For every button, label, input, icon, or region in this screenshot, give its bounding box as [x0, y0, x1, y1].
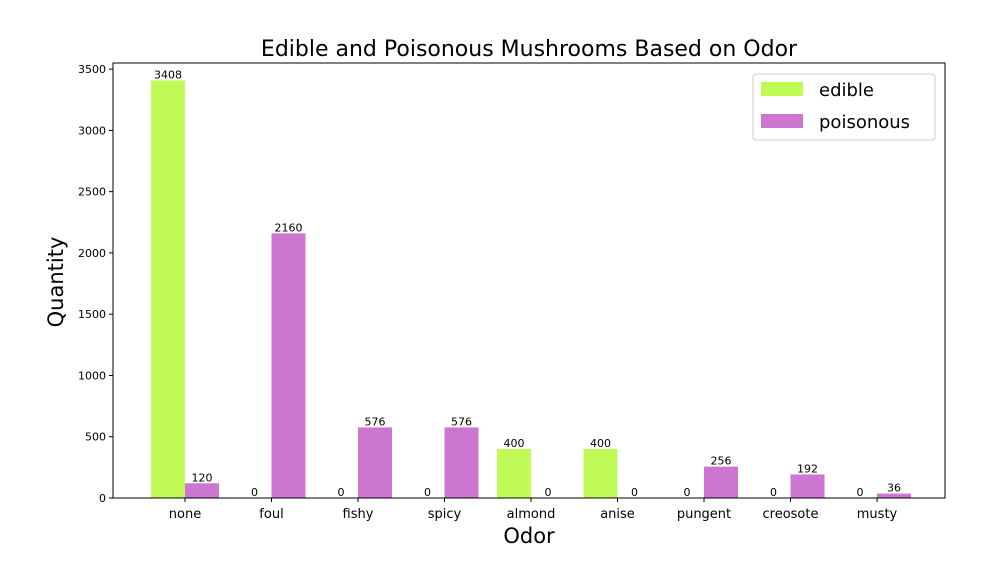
data-label-poisonous-pungent: 256: [711, 455, 732, 468]
data-label-poisonous-almond: 0: [545, 486, 552, 499]
data-label-poisonous-spicy: 576: [451, 415, 472, 428]
bar-poisonous-fishy: [358, 427, 392, 498]
bar-edible-anise: [583, 448, 618, 498]
data-label-edible-foul: 0: [251, 486, 258, 499]
y-tick-label: 3500: [78, 63, 106, 76]
legend-swatch-edible: [761, 82, 803, 96]
data-label-poisonous-creosote: 192: [797, 462, 818, 475]
y-tick-label: 1500: [78, 308, 106, 321]
data-label-poisonous-musty: 36: [887, 482, 901, 495]
legend-label-edible: edible: [819, 80, 874, 101]
legend-swatch-poisonous: [761, 114, 803, 128]
bars: [151, 80, 911, 499]
legend-label-poisonous: poisonous: [819, 112, 910, 133]
bar-poisonous-spicy: [444, 427, 479, 498]
data-label-poisonous-fishy: 576: [365, 415, 386, 428]
y-tick-label: 0: [99, 492, 106, 505]
y-tick-label: 1000: [78, 369, 106, 382]
data-label-edible-anise: 400: [590, 437, 611, 450]
data-label-edible-musty: 0: [857, 486, 864, 499]
data-label-edible-fishy: 0: [338, 486, 345, 499]
plot-frame: [112, 62, 946, 499]
chart-title: Edible and Poisonous Mushrooms Based on …: [261, 37, 798, 62]
x-tick-label-none: none: [169, 507, 201, 522]
legend: edible poisonous: [752, 73, 936, 141]
bar-poisonous-foul: [271, 233, 306, 498]
bar-poisonous-pungent: [704, 466, 738, 498]
x-tick-label-spicy: spicy: [428, 507, 462, 522]
x-axis-label: Odor: [503, 524, 555, 548]
x-tick-label-musty: musty: [857, 507, 898, 522]
data-label-edible-almond: 400: [504, 437, 525, 450]
data-label-edible-spicy: 0: [424, 486, 431, 499]
y-tick-label: 2500: [78, 186, 106, 199]
data-label-poisonous-none: 120: [192, 471, 213, 484]
bar-poisonous-none: [185, 483, 219, 498]
y-axis-label: Quantity: [44, 237, 68, 328]
y-tick-label: 500: [85, 431, 106, 444]
data-label-edible-pungent: 0: [684, 486, 691, 499]
x-tick-label-pungent: pungent: [677, 507, 731, 522]
x-tick-label-anise: anise: [600, 507, 635, 522]
data-label-poisonous-foul: 2160: [275, 221, 303, 234]
data-label-edible-none: 3408: [154, 68, 182, 81]
x-tick-label-almond: almond: [507, 507, 556, 522]
data-labels: 3408 120 0 2160 0 576 0 576 400 0 400 0 0 256 0 192 0 36: [154, 68, 901, 499]
bar-poisonous-musty: [877, 493, 911, 498]
y-tick-label: 2000: [78, 247, 106, 260]
bar-edible-almond: [497, 448, 531, 498]
x-axis-ticks: none foul fishy spicy almond anise pungent creo…: [169, 498, 898, 522]
x-tick-label-foul: foul: [259, 507, 283, 522]
y-tick-label: 3000: [78, 124, 106, 137]
bar-edible-none: [151, 80, 185, 499]
data-label-poisonous-anise: 0: [631, 486, 638, 499]
data-label-edible-creosote: 0: [770, 486, 777, 499]
x-tick-label-fishy: fishy: [343, 507, 374, 522]
x-tick-label-creosote: creosote: [763, 507, 819, 522]
y-axis-ticks: 0 500 1000 1500 2000 2500 3000 3500: [78, 63, 113, 505]
bar-poisonous-creosote: [790, 474, 825, 498]
